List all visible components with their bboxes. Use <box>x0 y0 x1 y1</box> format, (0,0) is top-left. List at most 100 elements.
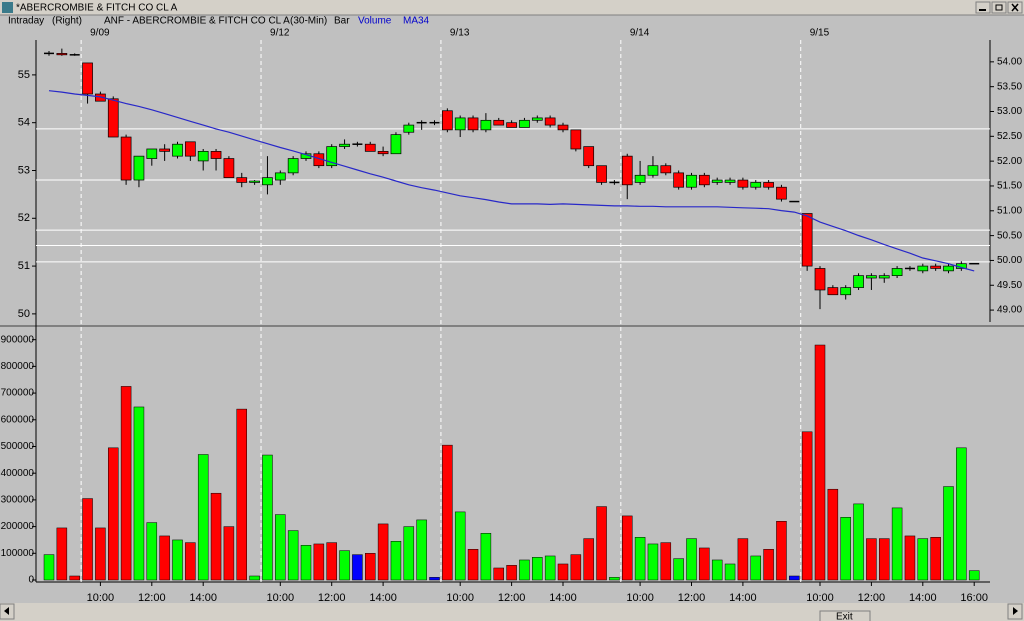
arrow-right <box>1013 607 1018 615</box>
candle-body <box>262 177 273 186</box>
volume-bar <box>442 444 453 581</box>
session-label: 9/13 <box>450 28 470 39</box>
volume-bar <box>866 538 877 581</box>
restore-glyph <box>995 4 1003 11</box>
candle-body <box>917 265 929 272</box>
volume-bar <box>480 533 492 581</box>
y2-tick-label: 51.00 <box>997 205 1022 216</box>
volume-bar <box>313 543 325 581</box>
session-label: 9/12 <box>270 28 290 39</box>
volume-bar <box>673 558 684 581</box>
minimize-button[interactable] <box>975 1 991 14</box>
volume-bar <box>660 542 672 581</box>
y-tick-label: 500000 <box>1 441 35 452</box>
volume-bar <box>622 515 633 581</box>
x-tick-label: 10:00 <box>267 592 295 604</box>
volume-bar <box>853 503 864 581</box>
volume-bar <box>275 514 286 581</box>
volume-bar <box>917 538 929 581</box>
candle-body <box>750 182 762 188</box>
y2-tick-label: 53.50 <box>997 81 1022 92</box>
x-tick-label: 12:00 <box>678 592 706 604</box>
restore-button[interactable] <box>991 1 1007 14</box>
y-tick-label: 600000 <box>1 414 35 425</box>
candle-body <box>853 275 864 288</box>
y-tick-label: 53 <box>18 164 30 176</box>
volume-bar <box>506 565 517 581</box>
volume-bar <box>108 447 119 581</box>
volume-bar <box>519 559 530 581</box>
candle-body <box>866 275 877 279</box>
x-tick-label: 14:00 <box>369 592 397 604</box>
x-tick-label: 14:00 <box>189 592 217 604</box>
volume-bar <box>262 454 273 581</box>
candle-body <box>493 119 505 126</box>
volume-bar <box>493 567 504 581</box>
volume-bar <box>95 527 106 581</box>
candle-body <box>776 186 787 200</box>
candle-body <box>827 287 839 296</box>
y-tick-label: 0 <box>28 575 34 586</box>
x-tick-label: 14:00 <box>729 592 757 604</box>
candle-body <box>236 177 248 183</box>
volume-bar <box>300 545 312 581</box>
candle-body <box>480 119 492 131</box>
volume-bar <box>634 537 646 581</box>
candle-body <box>686 174 697 188</box>
session-label: 9/15 <box>810 28 830 39</box>
volume-bar <box>827 488 839 581</box>
volume-bar <box>159 535 170 581</box>
y2-tick-label: 52.00 <box>997 156 1022 167</box>
candle-body <box>891 268 903 276</box>
exit-button[interactable] <box>819 610 871 621</box>
app-icon <box>2 2 13 13</box>
x-tick-label: 12:00 <box>138 592 166 604</box>
volume-bar <box>891 507 903 581</box>
volume-bar <box>570 554 582 581</box>
volume-bar <box>377 523 389 581</box>
volume-bar <box>557 563 569 581</box>
volume-bar <box>185 542 196 581</box>
volume-bar <box>968 570 980 581</box>
volume-bar <box>223 526 235 581</box>
session-label: 9/14 <box>630 28 650 39</box>
candle-body <box>185 141 196 157</box>
candle-body <box>673 172 685 188</box>
candle-body <box>763 182 774 188</box>
session-label: 9/09 <box>90 28 110 39</box>
volume-bar <box>56 527 68 581</box>
scrollbar[interactable] <box>0 603 1024 621</box>
volume-bar <box>454 511 466 581</box>
candle-body <box>698 174 710 186</box>
volume-bar <box>69 575 80 581</box>
candle-body <box>711 179 723 183</box>
candle-body <box>531 117 543 121</box>
volume-bar <box>776 521 787 581</box>
y-tick-label: 50 <box>18 308 30 320</box>
candle-body <box>660 165 672 174</box>
candle-body <box>364 143 376 152</box>
candle-body <box>172 143 183 157</box>
y2-tick-label: 49.50 <box>997 280 1022 291</box>
x-tick-label: 10:00 <box>446 592 474 604</box>
candle-body <box>801 213 813 267</box>
y2-tick-label: 53.00 <box>997 106 1022 117</box>
y2-tick-label: 50.00 <box>997 255 1022 266</box>
x-tick-label: 10:00 <box>87 592 115 604</box>
candle-body <box>274 172 286 181</box>
candle-body <box>223 158 235 179</box>
volume-bar <box>133 406 145 581</box>
chart-header: Intraday (Right) ANF - ABERCROMBIE & FIT… <box>8 16 430 27</box>
volume-bar <box>930 537 941 581</box>
close-glyph <box>1011 3 1019 12</box>
candle-body <box>146 148 158 159</box>
volume-bar <box>249 575 260 581</box>
y2-tick-label: 51.50 <box>997 181 1022 192</box>
volume-bar <box>82 498 93 581</box>
x-tick-label: 14:00 <box>909 592 937 604</box>
y-tick-label: 52 <box>18 212 30 224</box>
candle-body <box>814 268 826 291</box>
moving-average-line <box>48 90 975 272</box>
